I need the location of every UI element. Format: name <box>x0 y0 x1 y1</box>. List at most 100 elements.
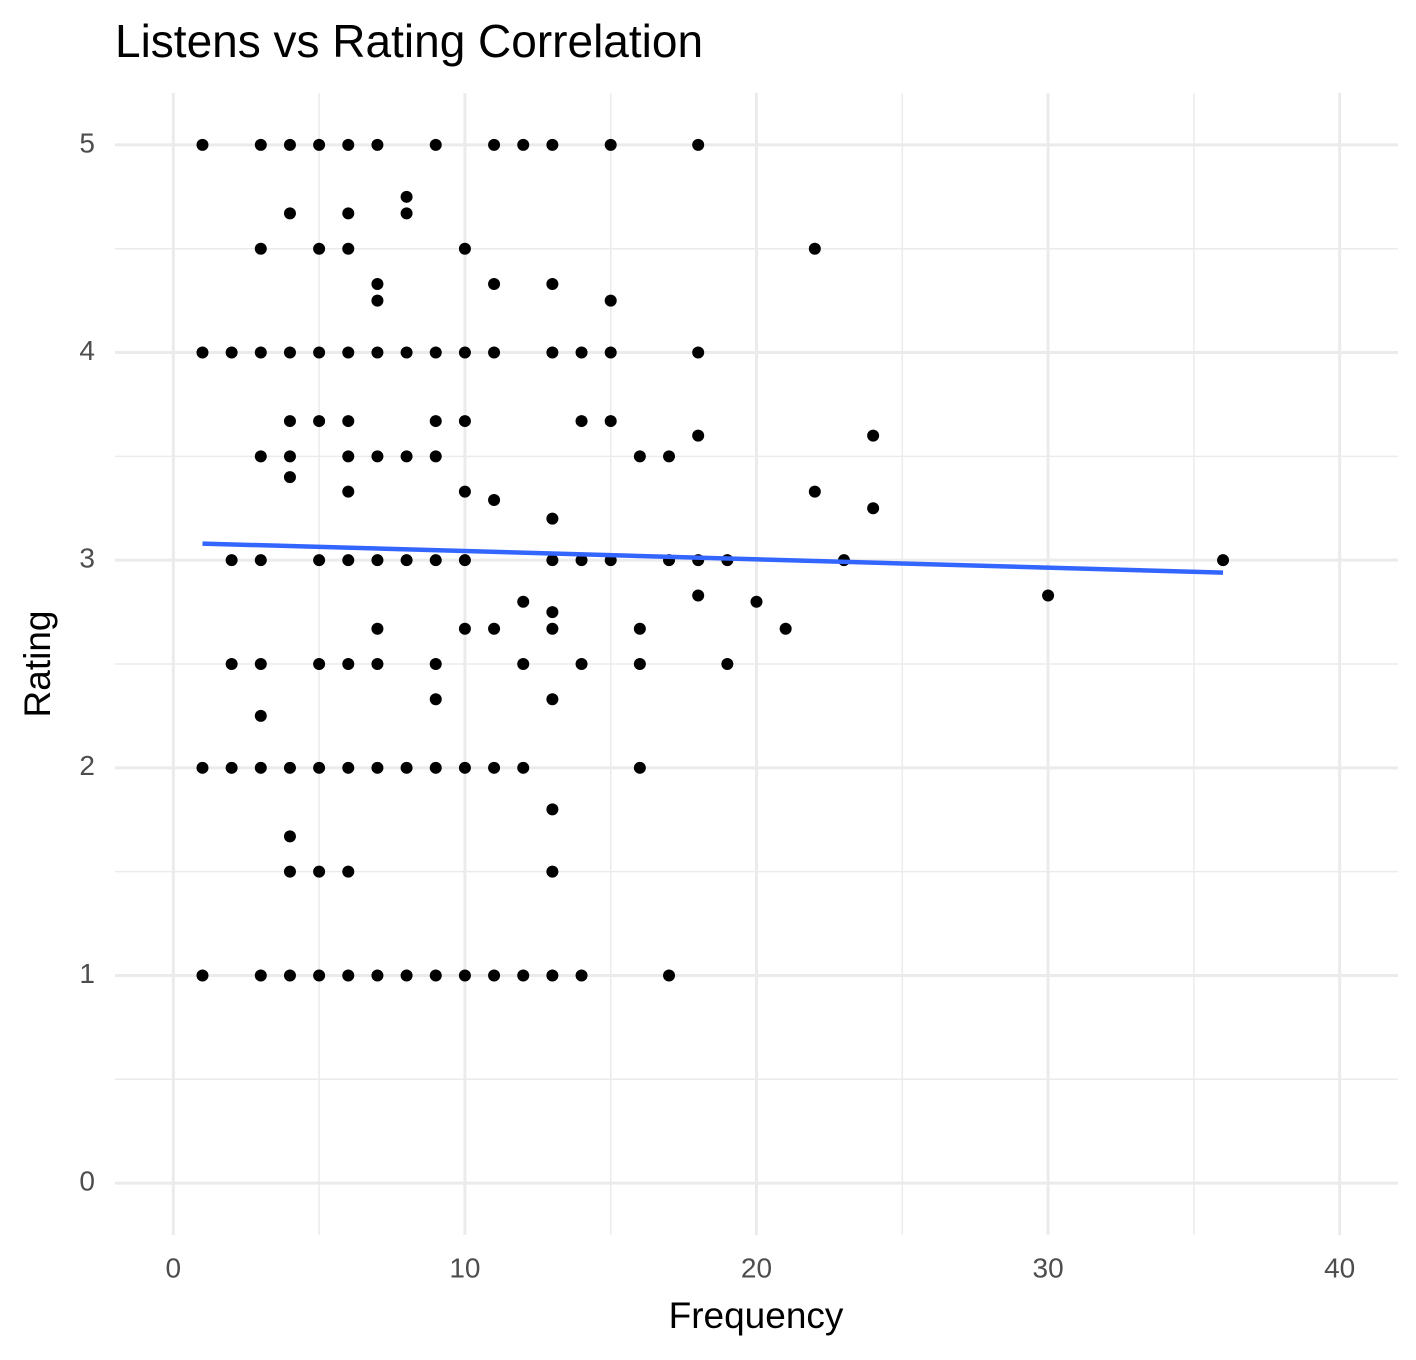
point <box>283 761 296 774</box>
point <box>575 658 588 670</box>
point <box>488 493 501 506</box>
point <box>196 761 209 774</box>
point <box>313 346 326 359</box>
point <box>342 450 355 463</box>
point <box>429 554 442 567</box>
point <box>692 589 705 602</box>
point <box>313 554 326 567</box>
point <box>400 207 413 220</box>
point <box>663 450 676 463</box>
point <box>458 242 471 255</box>
point <box>371 761 384 774</box>
point <box>692 138 705 151</box>
point <box>488 969 501 982</box>
point <box>458 485 471 498</box>
point <box>342 415 355 428</box>
point <box>400 969 413 982</box>
point <box>604 415 617 428</box>
point <box>342 138 355 151</box>
point <box>371 346 384 359</box>
point <box>342 207 355 220</box>
point <box>225 761 238 774</box>
point <box>692 346 705 359</box>
point <box>867 502 880 515</box>
point <box>313 761 326 774</box>
x-tick-label: 30 <box>1033 1252 1064 1283</box>
point <box>254 138 267 151</box>
point <box>225 658 238 670</box>
point <box>342 969 355 982</box>
point <box>429 346 442 359</box>
point <box>488 346 501 359</box>
point <box>575 554 588 567</box>
point <box>400 450 413 463</box>
point <box>225 554 238 567</box>
point <box>254 450 267 463</box>
point <box>429 138 442 151</box>
point <box>283 138 296 151</box>
point <box>283 346 296 359</box>
point <box>663 969 676 982</box>
point <box>517 595 530 608</box>
point <box>721 658 734 670</box>
point <box>1217 554 1230 567</box>
point <box>517 761 530 774</box>
point <box>400 190 413 203</box>
point <box>604 138 617 151</box>
point <box>546 969 559 982</box>
point <box>342 554 355 567</box>
point <box>371 554 384 567</box>
point <box>254 346 267 359</box>
point <box>196 346 209 359</box>
point <box>867 429 880 442</box>
point <box>633 450 646 463</box>
y-tick-label: 1 <box>79 958 95 989</box>
point <box>225 346 238 359</box>
point <box>546 693 559 706</box>
point <box>313 138 326 151</box>
point <box>342 242 355 255</box>
point <box>283 865 296 878</box>
point <box>371 278 384 291</box>
point <box>196 138 209 151</box>
point <box>692 429 705 442</box>
point <box>546 622 559 635</box>
point <box>546 512 559 525</box>
point <box>517 969 530 982</box>
point <box>283 450 296 463</box>
point <box>371 658 384 670</box>
point <box>283 207 296 220</box>
point <box>604 294 617 307</box>
point <box>779 622 792 635</box>
point <box>283 471 296 484</box>
y-tick-label: 2 <box>79 750 95 781</box>
trend-line <box>202 541 1224 575</box>
point <box>283 969 296 982</box>
point <box>342 761 355 774</box>
point <box>575 415 588 428</box>
point <box>546 865 559 878</box>
point <box>488 761 501 774</box>
point <box>750 595 763 608</box>
point <box>808 242 821 255</box>
point <box>575 969 588 982</box>
point <box>254 709 267 722</box>
point <box>458 346 471 359</box>
point <box>371 450 384 463</box>
point <box>371 294 384 307</box>
point <box>342 658 355 670</box>
point <box>429 693 442 706</box>
point <box>283 415 296 428</box>
x-axis-title: Frequency <box>669 1295 844 1336</box>
point <box>313 242 326 255</box>
point <box>458 554 471 567</box>
point <box>458 622 471 635</box>
point <box>371 138 384 151</box>
point <box>575 346 588 359</box>
point <box>371 969 384 982</box>
point <box>371 622 384 635</box>
y-tick-label: 3 <box>79 543 95 574</box>
point <box>342 485 355 498</box>
x-tick-label: 0 <box>166 1252 182 1283</box>
point <box>488 622 501 635</box>
